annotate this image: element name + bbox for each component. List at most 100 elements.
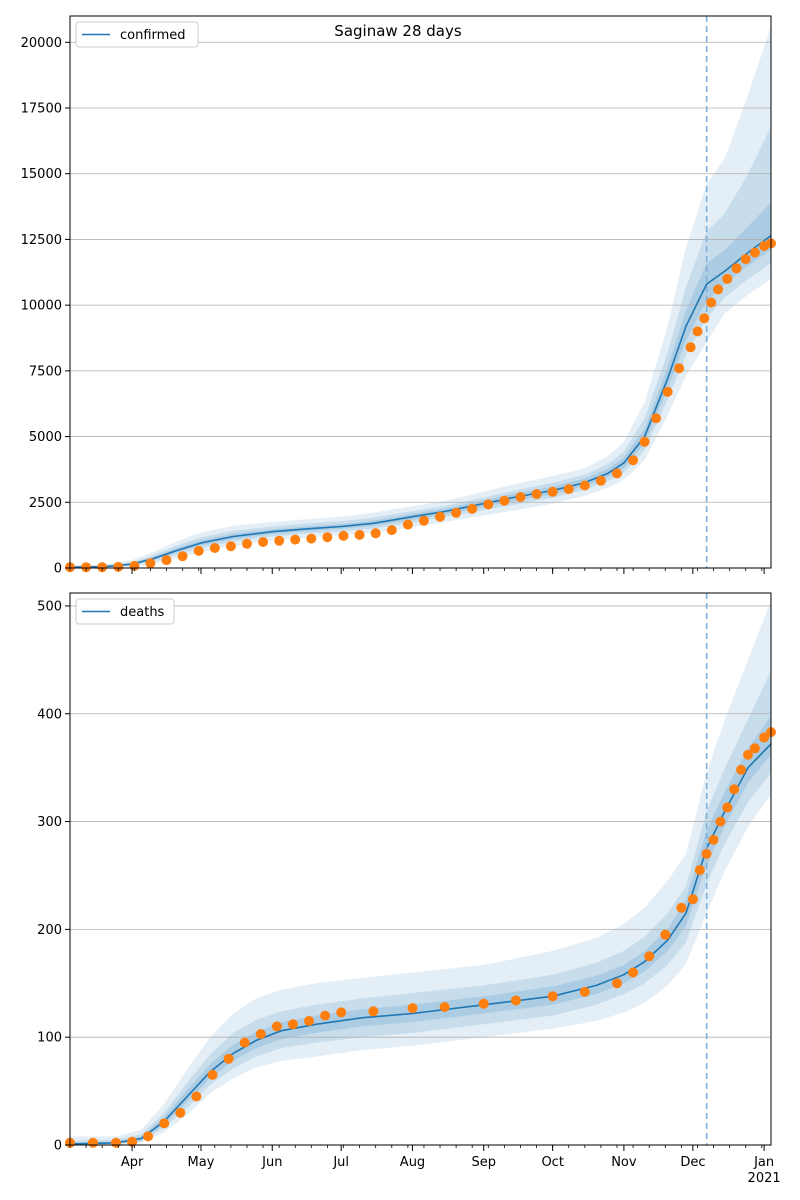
confirmed-y-tick-label: 2500	[29, 496, 62, 511]
confirmed-y-tick-label: 20000	[21, 36, 62, 51]
confirmed-observed-point	[515, 492, 526, 502]
confirmed-observed-point	[258, 537, 269, 547]
confirmed-plot-frame	[69, 15, 772, 569]
confirmed-observed-point	[651, 413, 662, 424]
deaths-legend: deaths	[75, 598, 175, 625]
confirmed-observed-point	[706, 297, 717, 308]
deaths-observed-point	[676, 902, 687, 913]
x-axis-month-labels: Apr May Jun Jul Aug Sep Oct Nov Dec Jan	[121, 1155, 774, 1170]
confirmed-observed-point	[81, 562, 92, 573]
deaths-observed-point	[223, 1053, 234, 1064]
confirmed-y-tick-label: 5000	[29, 430, 62, 445]
deaths-model-line	[69, 743, 772, 1145]
confirmed-observed-point	[483, 499, 494, 510]
confirmed-observed-point	[193, 545, 204, 556]
confirmed-observed-point	[402, 519, 413, 530]
deaths-observed-point	[644, 951, 655, 962]
x-month-label: Nov	[611, 1155, 637, 1170]
deaths-observed-point	[336, 1007, 347, 1018]
deaths-observed-point	[708, 834, 719, 845]
deaths-band-2	[70, 670, 771, 1145]
confirmed-y-axis: 0 2500 5000 7500 10000 12500 15000 17500 20000	[21, 36, 70, 577]
confirmed-observed-point	[547, 486, 558, 497]
x-month-label: Aug	[400, 1155, 425, 1170]
deaths-plot-frame	[69, 592, 772, 1146]
confirmed-observed-point	[322, 532, 333, 543]
deaths-observed-point	[736, 764, 747, 775]
confirmed-observed-point	[418, 515, 429, 526]
confirmed-observed-point	[563, 484, 574, 495]
deaths-observed-point	[207, 1069, 218, 1080]
deaths-observed-point	[111, 1137, 121, 1148]
deaths-y-tick-label: 200	[37, 923, 62, 938]
confirmed-observed-point	[685, 342, 696, 353]
x-month-label: Oct	[541, 1155, 563, 1170]
deaths-observed-point	[439, 1002, 450, 1012]
deaths-observed-point	[722, 802, 733, 813]
deaths-observed-point	[612, 978, 622, 989]
deaths-observed-point	[143, 1131, 154, 1142]
deaths-observed-point	[729, 784, 740, 795]
confirmed-band-3	[70, 202, 771, 568]
confirmed-observed-point	[113, 561, 124, 572]
deaths-observed-point	[320, 1010, 331, 1021]
deaths-observed-point	[407, 1003, 418, 1014]
deaths-legend-box	[75, 598, 175, 625]
confirmed-observed-point	[306, 533, 317, 544]
confirmed-observed-point	[740, 254, 751, 265]
deaths-observed-point	[749, 743, 760, 754]
deaths-observed-point	[660, 929, 671, 940]
confirmed-observed-point	[354, 529, 365, 540]
deaths-y-axis: 0 100 200 300 400 500	[37, 599, 70, 1154]
confirmed-observed-point	[435, 511, 445, 522]
confirmed-observed-point	[386, 525, 397, 536]
deaths-observed-point	[694, 865, 705, 876]
deaths-uncertainty-bands	[70, 600, 771, 1145]
deaths-observed-point	[510, 995, 521, 1006]
deaths-observed-point	[743, 749, 753, 760]
confirmed-y-tick-label: 7500	[29, 364, 62, 379]
deaths-observed-point	[255, 1029, 266, 1039]
confirmed-legend-label: confirmed	[120, 28, 186, 43]
deaths-observed-point	[127, 1136, 138, 1147]
deaths-observed-point	[304, 1016, 314, 1026]
x-month-label: Sep	[471, 1155, 496, 1170]
deaths-observed-point	[159, 1118, 170, 1129]
deaths-y-tick-label: 500	[37, 599, 62, 614]
confirmed-x-axis-ticks	[69, 568, 765, 574]
deaths-observed-point	[88, 1137, 98, 1148]
deaths-legend-label: deaths	[120, 605, 165, 620]
confirmed-observed-point	[225, 541, 236, 552]
confirmed-observed-point	[161, 555, 172, 566]
confirmed-observed-point	[242, 538, 252, 549]
deaths-observed-point	[287, 1019, 298, 1030]
deaths-y-tick-label: 0	[54, 1139, 62, 1154]
x-month-label: Jul	[332, 1155, 349, 1170]
confirmed-observed-point	[699, 313, 710, 324]
confirmed-legend-box	[75, 21, 199, 48]
x-month-label: Apr	[121, 1155, 144, 1170]
confirmed-observed-point	[290, 534, 301, 545]
confirmed-observed-point	[722, 273, 733, 284]
deaths-x-axis-ticks	[69, 1145, 765, 1151]
confirmed-gridlines	[70, 41, 771, 503]
deaths-observed-point	[687, 894, 698, 905]
confirmed-y-tick-label: 12500	[21, 233, 62, 248]
confirmed-observed-point	[370, 528, 381, 539]
deaths-y-tick-label: 400	[37, 707, 62, 722]
x-month-label: May	[188, 1155, 215, 1170]
deaths-observed-point	[579, 986, 590, 997]
confirmed-y-tick-label: 0	[54, 562, 62, 577]
deaths-observed-point	[271, 1021, 282, 1032]
confirmed-observed-point	[579, 480, 590, 491]
confirmed-observed-point	[595, 475, 606, 486]
confirmed-observed-point	[338, 530, 349, 541]
deaths-observed-point	[191, 1091, 202, 1102]
confirmed-observed-point	[209, 543, 220, 553]
confirmed-model-line	[69, 234, 772, 568]
confirmed-observed-point	[612, 468, 622, 479]
confirmed-observed-point	[467, 503, 478, 514]
confirmed-legend: confirmed	[75, 21, 199, 48]
deaths-y-tick-label: 300	[37, 815, 62, 830]
deaths-observed-point	[715, 816, 726, 827]
